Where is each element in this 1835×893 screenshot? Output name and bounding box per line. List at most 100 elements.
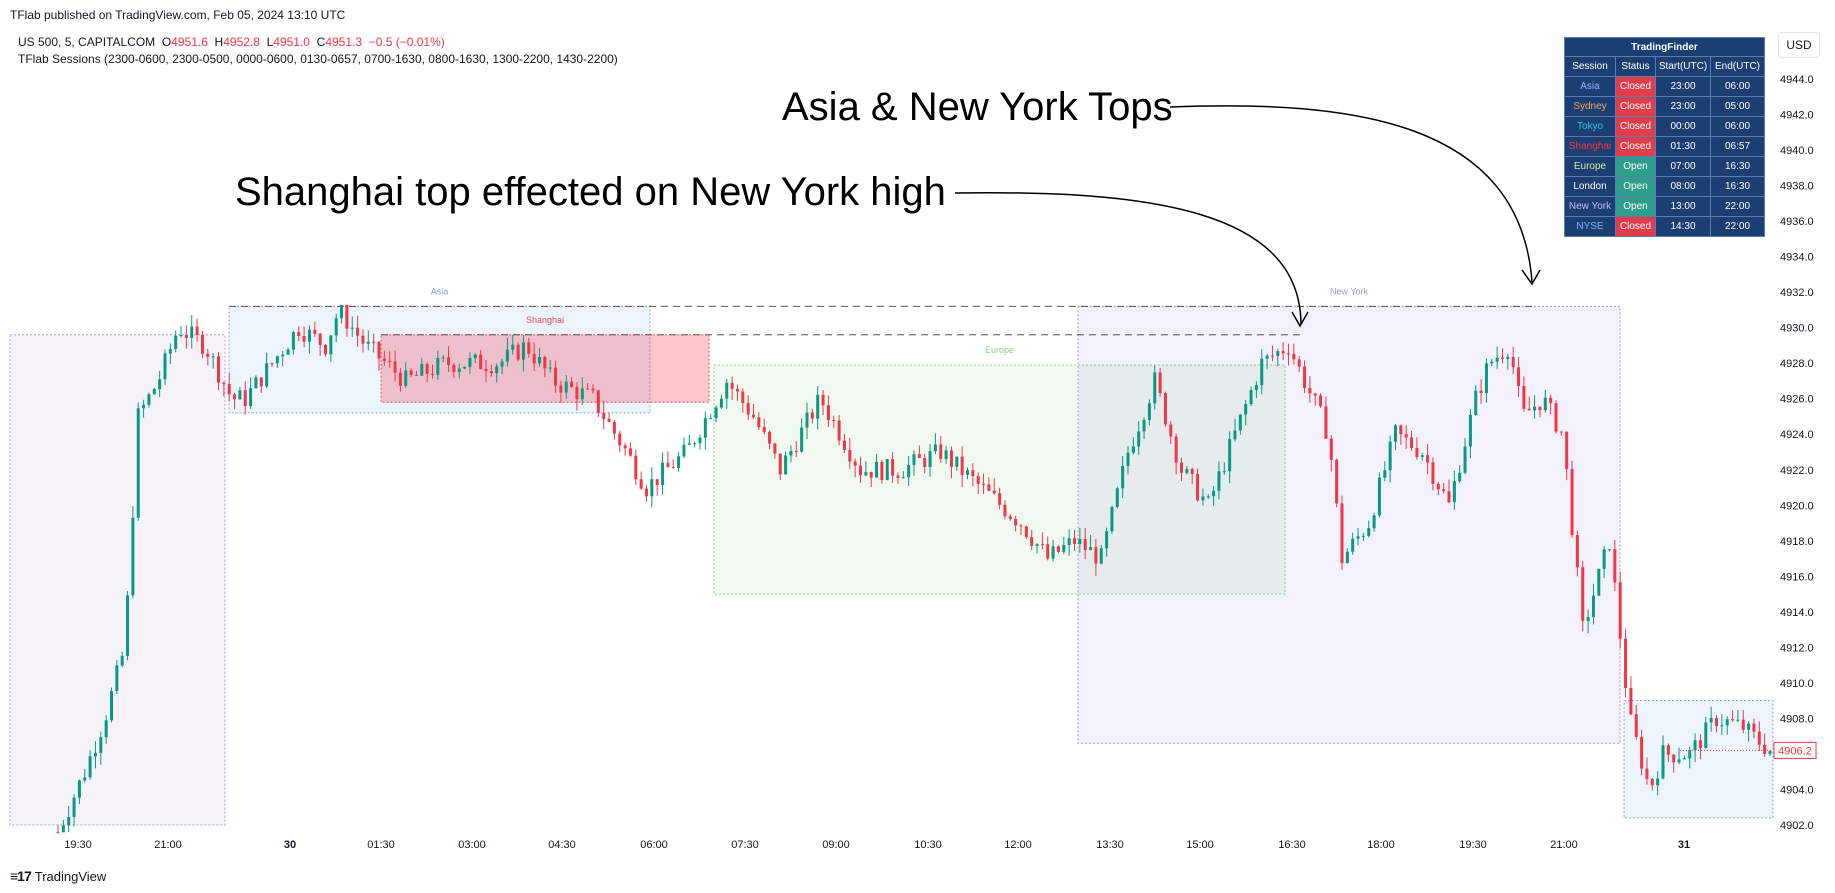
session-label: Shanghai	[526, 315, 564, 325]
candle-body	[570, 381, 574, 387]
candle-body	[1212, 490, 1216, 497]
candle-body	[848, 450, 852, 462]
candle-body	[1335, 459, 1339, 504]
candle-body	[527, 342, 531, 354]
candle-body	[217, 356, 220, 383]
candle-body	[1040, 544, 1044, 546]
candle-body	[1142, 419, 1146, 432]
candle-body	[1030, 537, 1034, 546]
indicator-legend[interactable]: TFlab Sessions (2300-0600, 2300-0500, 00…	[18, 52, 618, 66]
tradingview-footer[interactable]: ≡17 TradingView	[10, 868, 106, 884]
candle-body	[928, 451, 932, 467]
candle-body	[1089, 547, 1093, 551]
low-value: 4951.0	[273, 35, 310, 49]
session-status: Open	[1615, 176, 1656, 197]
candle-body	[479, 354, 483, 370]
candle-body	[211, 356, 215, 358]
candle-body	[291, 332, 295, 350]
candle-body	[484, 369, 488, 372]
candle-body	[200, 334, 204, 354]
candle-body	[1190, 468, 1194, 474]
candle-body	[195, 326, 199, 335]
candle-body	[329, 335, 333, 355]
candle-body	[998, 493, 1002, 505]
candle-body	[1110, 507, 1114, 532]
candle-body	[1506, 356, 1510, 360]
candle-body	[286, 349, 290, 355]
candle-body	[912, 454, 916, 465]
x-tick-label: 21:00	[1550, 839, 1578, 851]
candle-body	[719, 398, 723, 408]
candle-body	[1319, 395, 1323, 407]
candle-body	[174, 335, 178, 350]
x-tick-label: 16:30	[1278, 839, 1306, 851]
candle-body	[77, 780, 81, 798]
candle-body	[725, 382, 729, 399]
candle-body	[1522, 385, 1526, 409]
session-name: NYSE	[1564, 216, 1616, 237]
candle-body	[1404, 434, 1408, 438]
y-tick-label: 4944.0	[1780, 74, 1814, 86]
close-value: 4951.3	[325, 35, 363, 49]
header-end: End(UTC)	[1710, 56, 1765, 77]
candle-body	[420, 364, 424, 376]
candle-body	[1575, 535, 1579, 568]
session-start: 01:30	[1655, 136, 1711, 157]
candle-body	[249, 388, 253, 407]
candle-body	[778, 453, 782, 475]
candle-body	[634, 455, 638, 480]
session-row: NYSE Closed 14:30 22:00	[1564, 216, 1765, 237]
candle-body	[88, 756, 92, 778]
candle-body	[83, 777, 87, 781]
candle-body	[966, 470, 969, 475]
candle-body	[907, 464, 911, 478]
candle-body	[1747, 723, 1751, 730]
currency-button[interactable]: USD	[1778, 32, 1820, 58]
candle-body	[425, 364, 429, 374]
session-end: 06:00	[1710, 76, 1765, 97]
candle-body	[784, 455, 788, 475]
candle-body	[1715, 717, 1718, 727]
candle-body	[853, 461, 857, 466]
candle-body	[302, 335, 306, 342]
session-start: 00:00	[1655, 116, 1711, 137]
candle-body	[1698, 740, 1702, 749]
sessions-table: TradingFinder Session Status Start(UTC) …	[1564, 37, 1765, 237]
candle-body	[1035, 544, 1039, 546]
candle-body	[1137, 431, 1141, 447]
header-session: Session	[1564, 56, 1616, 77]
candle-body	[120, 655, 124, 666]
y-tick-label: 4918.0	[1780, 536, 1814, 548]
candle-body	[1201, 496, 1205, 501]
candle-body	[805, 412, 809, 428]
candle-body	[388, 360, 392, 362]
candle-body	[730, 382, 734, 389]
table-title: TradingFinder	[1564, 37, 1765, 57]
candle-body	[1394, 425, 1397, 442]
session-box	[228, 305, 651, 414]
x-tick-label: 03:00	[458, 839, 486, 851]
arrow-tops	[1169, 105, 1533, 283]
candle-body	[1554, 403, 1558, 432]
candle-body	[1474, 390, 1478, 415]
candle-body	[1479, 390, 1483, 393]
session-row: Asia Closed 23:00 06:00	[1564, 76, 1765, 97]
change-value: −0.5 (−0.01%)	[368, 35, 445, 49]
candle-body	[1180, 462, 1183, 473]
session-start: 23:00	[1655, 76, 1711, 97]
session-label: Europe	[985, 345, 1014, 355]
candle-body	[607, 419, 611, 422]
candle-body	[1185, 468, 1189, 473]
candle-body	[1468, 414, 1472, 447]
candle-body	[752, 414, 755, 418]
candle-body	[1073, 538, 1076, 544]
candle-body	[500, 361, 504, 367]
session-end: 16:30	[1710, 176, 1765, 197]
candle-body	[1586, 617, 1590, 621]
candle-body	[591, 388, 595, 391]
candle-body	[1591, 595, 1595, 618]
close-label: C	[316, 35, 326, 49]
candle-body	[398, 372, 402, 386]
session-row: New York Open 13:00 22:00	[1564, 196, 1765, 217]
